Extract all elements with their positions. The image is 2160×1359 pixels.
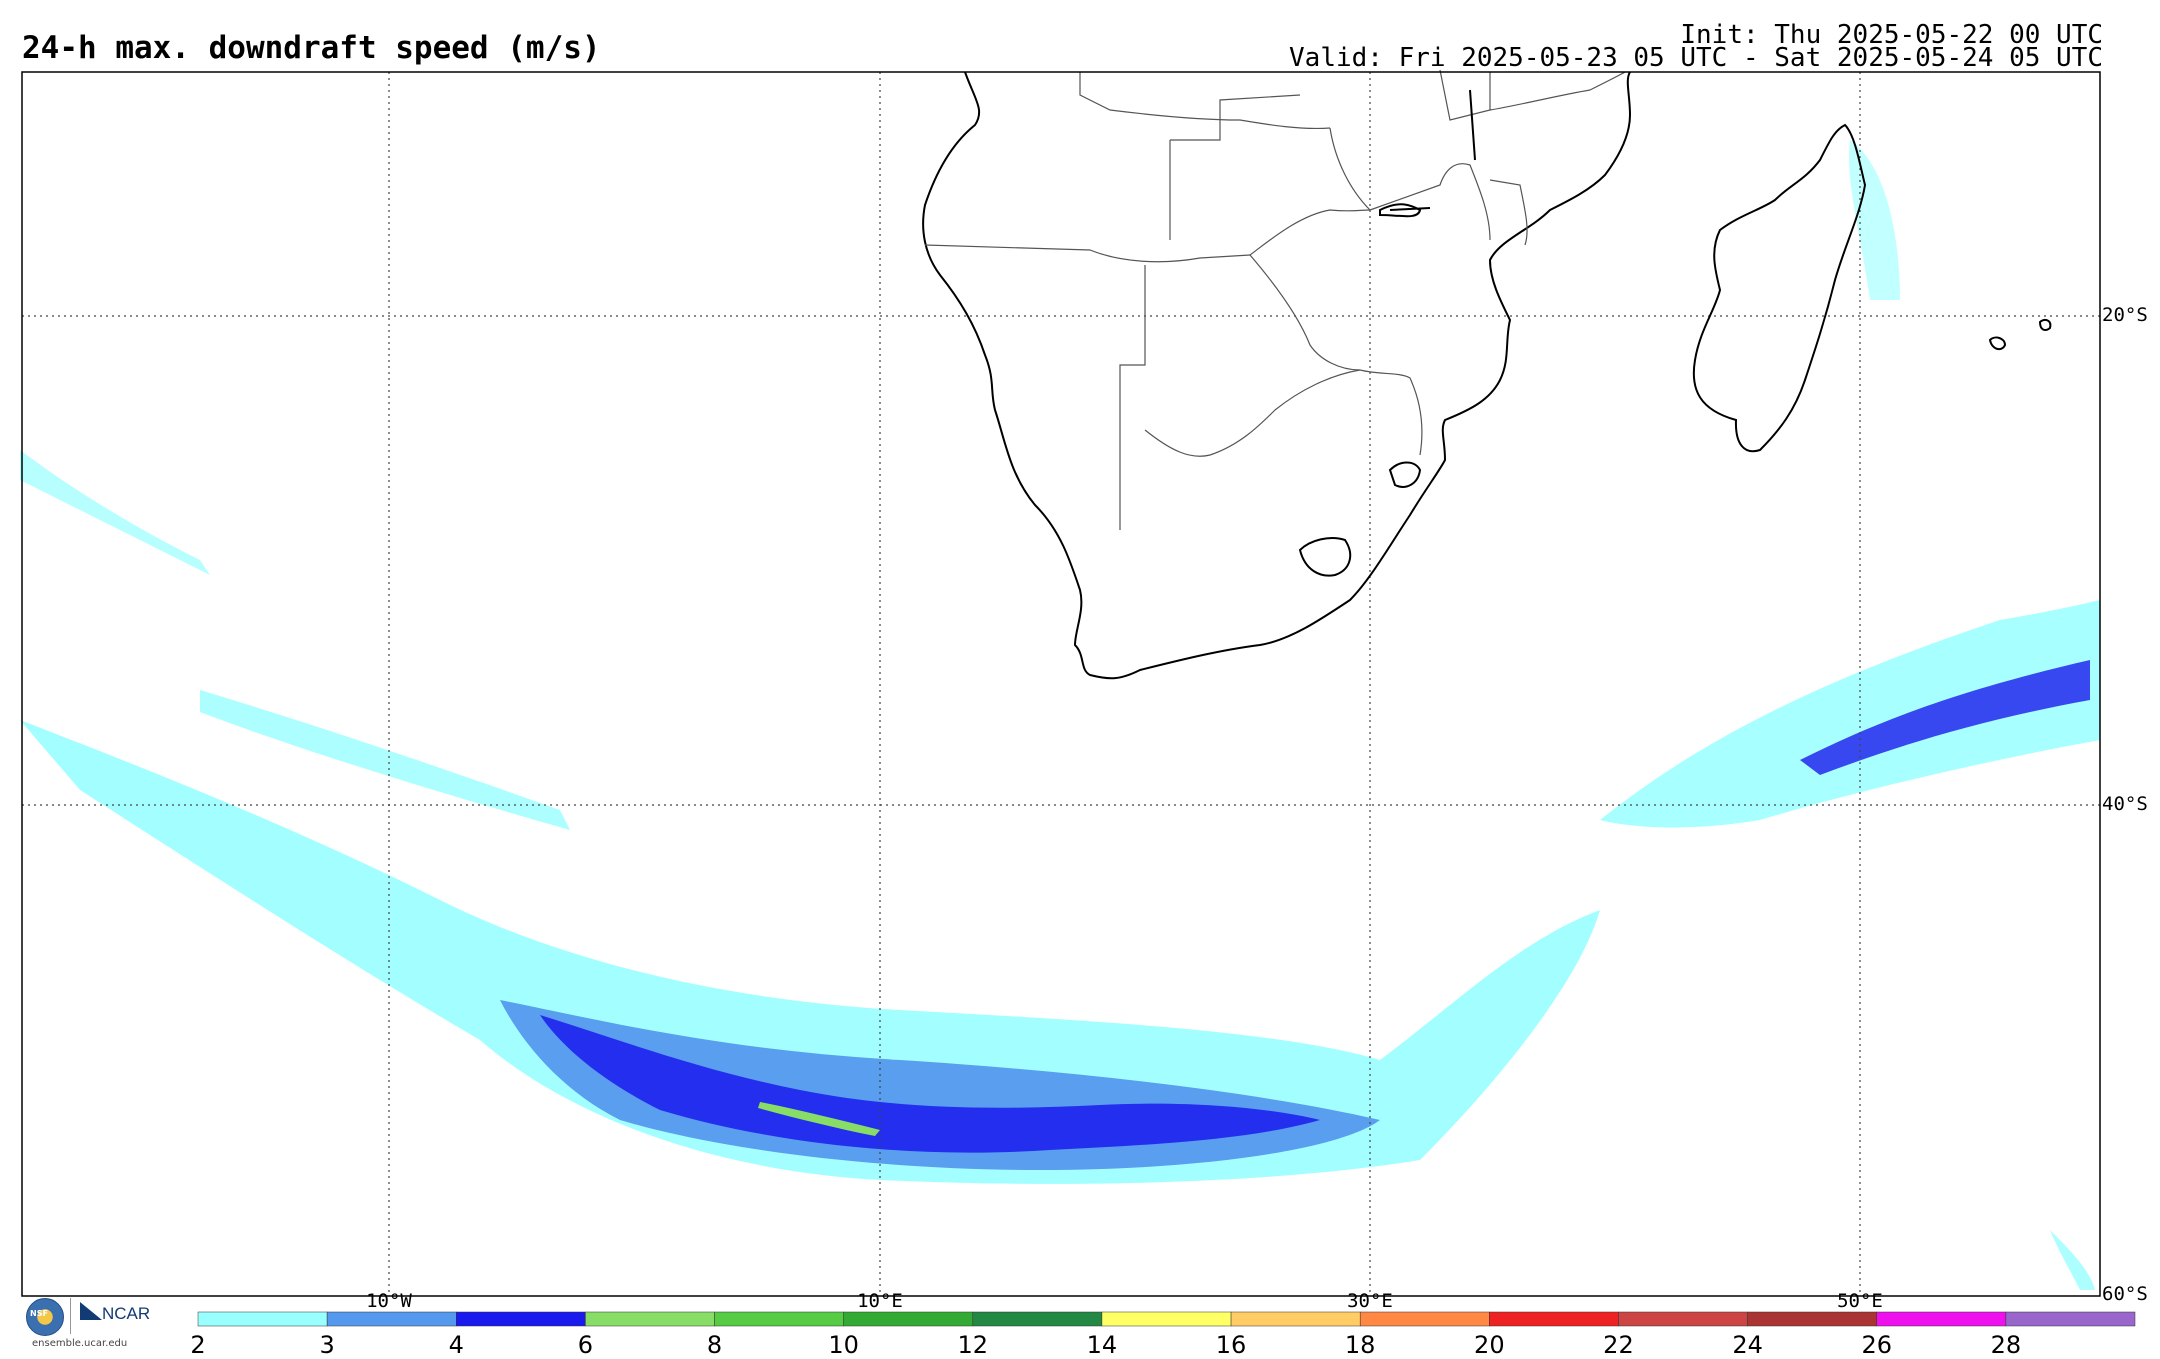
lon-label-30e: 30°E [1347, 1290, 1393, 1312]
lakes [1379, 89, 1476, 218]
downdraft-field [20, 140, 2100, 1290]
colorbar-tick-label: 26 [1861, 1331, 1892, 1359]
field-madagascar-east [1849, 140, 1900, 300]
field-streaks-nw [20, 450, 210, 575]
nsf-logo-icon [26, 1298, 64, 1336]
field-band-light [20, 720, 1600, 1184]
country-borders [924, 69, 1626, 530]
lon-label-10e: 10°E [857, 1290, 903, 1312]
colorbar-tick-label: 16 [1215, 1331, 1247, 1359]
colorbar-swatch [197, 1311, 328, 1327]
init-time: Init: Thu 2025-05-22 00 UTC [1680, 20, 2103, 50]
colorbar-tick-label: 6 [577, 1331, 594, 1359]
colorbar-swatch [456, 1311, 586, 1327]
map-frame [21, 71, 2101, 1297]
lat-label-60s: 60°S [2102, 1283, 2148, 1305]
colorbar-swatch [714, 1311, 844, 1327]
field-streaks-mid [200, 690, 570, 830]
field-se-corner [2050, 1230, 2095, 1290]
nsf-logo-text: NSF [30, 1309, 48, 1318]
lon-label-10w: 10°W [366, 1290, 412, 1312]
colorbar-tick-label: 18 [1344, 1331, 1376, 1359]
africa-coastline [922, 71, 2052, 680]
valid-time: Valid: Fri 2025-05-23 05 UTC - Sat 2025-… [1289, 43, 2103, 73]
colorbar-tick-label: 22 [1603, 1331, 1634, 1359]
field-band-peak [758, 1102, 880, 1136]
colorbar-swatch [585, 1311, 715, 1327]
colorbar-tick-label: 20 [1474, 1331, 1505, 1359]
map-title: 24-h max. downdraft speed (m/s) [22, 30, 601, 66]
colorbar-tick-label: 8 [706, 1331, 723, 1359]
colorbar-tick-label: 14 [1086, 1331, 1118, 1359]
colorbar-swatch [1876, 1311, 2007, 1327]
site-url: ensemble.ucar.edu [32, 1338, 128, 1349]
colorbar-swatch [1747, 1311, 1877, 1327]
logo-separator [70, 1298, 71, 1334]
ncar-logo-icon [80, 1302, 102, 1320]
colorbar [197, 1311, 2136, 1327]
colorbar-tick-label: 4 [448, 1331, 464, 1359]
colorbar-swatch [843, 1311, 974, 1327]
colorbar-tick-label: 10 [828, 1331, 859, 1359]
colorbar-swatch [1489, 1311, 1619, 1327]
ncar-logo-text: NCAR [102, 1304, 151, 1323]
lat-label-20s: 20°S [2102, 304, 2148, 326]
colorbar-tick-label: 12 [957, 1331, 989, 1359]
graticule [22, 72, 2100, 1296]
colorbar-swatch [1101, 1311, 1232, 1327]
colorbar-swatch [1359, 1311, 1490, 1327]
lat-label-40s: 40°S [2102, 793, 2148, 815]
colorbar-swatch [1230, 1311, 1361, 1327]
colorbar-swatch [972, 1311, 1103, 1327]
colorbar-swatch [1618, 1311, 1748, 1327]
colorbar-swatch [326, 1311, 457, 1327]
lon-label-50e: 50°E [1837, 1290, 1883, 1312]
colorbar-swatch [2005, 1311, 2136, 1327]
colorbar-tick-label: 24 [1732, 1331, 1763, 1359]
colorbar-tick-label: 2 [190, 1331, 206, 1359]
field-band-light-east [1600, 600, 2100, 828]
field-band-east-strong [1800, 660, 2090, 775]
colorbar-tick-label: 3 [319, 1331, 335, 1359]
branding: NSF NCAR ensemble.ucar.edu [22, 1296, 162, 1352]
field-band-strong [540, 1015, 1320, 1153]
colorbar-tick-label: 28 [1990, 1331, 2022, 1359]
